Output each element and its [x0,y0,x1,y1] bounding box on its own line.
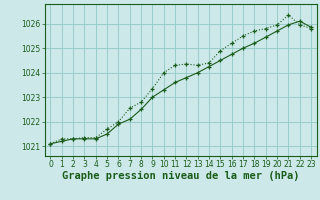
X-axis label: Graphe pression niveau de la mer (hPa): Graphe pression niveau de la mer (hPa) [62,171,300,181]
